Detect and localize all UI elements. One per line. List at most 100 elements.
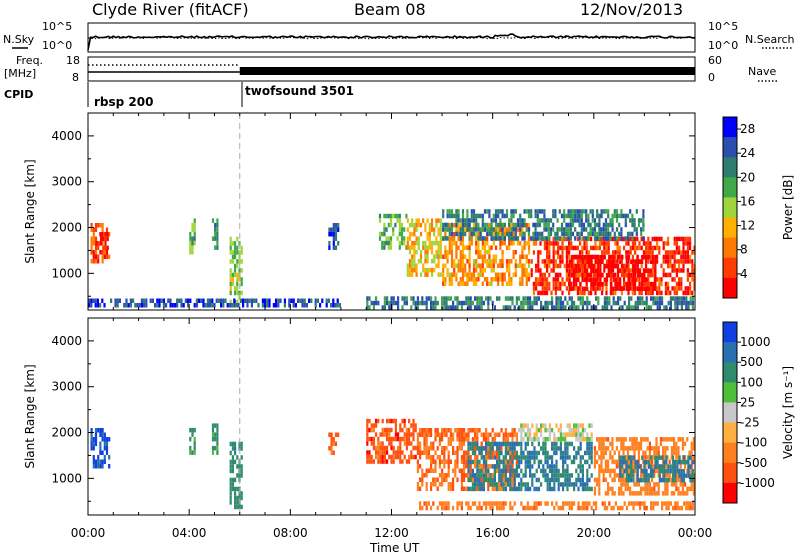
data-cell — [505, 245, 509, 250]
data-cell — [565, 259, 568, 264]
data-cell — [621, 305, 624, 310]
data-cell — [555, 464, 558, 469]
data-cell — [425, 450, 428, 455]
data-cell — [502, 473, 505, 478]
data-cell — [443, 300, 446, 306]
data-cell — [584, 486, 587, 492]
data-cell — [618, 254, 621, 260]
data-cell — [526, 450, 529, 456]
data-cell — [143, 298, 146, 303]
data-cell — [453, 268, 456, 273]
data-cell — [240, 491, 243, 496]
data-cell — [507, 459, 510, 465]
data-cell — [555, 468, 558, 474]
data-cell — [604, 446, 607, 451]
data-cell — [625, 505, 628, 511]
data-cell — [663, 305, 666, 310]
data-cell — [401, 427, 404, 433]
data-cell — [544, 501, 547, 506]
data-cell — [480, 300, 483, 306]
data-cell — [503, 213, 506, 219]
data-cell — [608, 300, 611, 306]
data-cell — [455, 231, 458, 237]
data-cell — [229, 268, 232, 273]
data-cell — [411, 267, 414, 273]
data-cell — [530, 272, 533, 278]
data-cell — [684, 441, 687, 447]
data-cell — [645, 473, 648, 478]
data-cell — [456, 432, 459, 437]
data-cell — [90, 250, 93, 255]
data-cell — [524, 468, 527, 474]
data-cell — [630, 464, 633, 469]
data-cell — [422, 218, 425, 223]
data-cell — [511, 300, 514, 306]
data-cell — [101, 241, 104, 246]
data-cell — [553, 505, 556, 511]
data-cell — [604, 236, 608, 241]
data-cell — [482, 473, 485, 478]
data-cell — [652, 505, 655, 511]
data-cell — [92, 455, 95, 460]
data-cell — [443, 305, 446, 310]
data-cell — [430, 218, 434, 223]
data-cell — [459, 236, 462, 241]
data-cell — [510, 209, 513, 214]
data-cell — [325, 298, 328, 303]
data-cell — [394, 432, 397, 437]
data-cell — [662, 491, 665, 496]
data-cell — [672, 296, 675, 301]
data-cell — [216, 222, 219, 228]
data-cell — [432, 305, 435, 310]
data-cell — [458, 432, 461, 437]
data-cell — [450, 231, 454, 237]
data-cell — [535, 281, 538, 287]
data-cell — [288, 303, 291, 308]
data-cell — [622, 491, 625, 496]
data-cell — [483, 277, 487, 282]
data-cell — [691, 250, 694, 255]
data-cell — [504, 459, 507, 464]
data-cell — [642, 486, 645, 492]
data-cell — [588, 277, 591, 282]
data-cell — [501, 213, 504, 219]
data-cell — [195, 298, 198, 303]
data-cell — [94, 259, 98, 264]
data-cell — [516, 218, 520, 223]
data-cell — [132, 298, 135, 303]
data-cell — [560, 222, 564, 228]
data-cell — [562, 450, 565, 456]
data-cell — [231, 486, 234, 492]
data-cell — [689, 300, 692, 306]
data-cell — [609, 222, 612, 228]
data-cell — [379, 432, 382, 437]
data-cell — [510, 223, 513, 228]
data-cell — [461, 250, 465, 255]
data-cell — [559, 427, 562, 433]
data-cell — [664, 464, 667, 469]
data-cell — [406, 267, 409, 273]
data-cell — [581, 432, 584, 437]
data-cell — [508, 268, 511, 273]
data-cell — [598, 241, 601, 246]
data-cell — [483, 209, 487, 214]
colorbar-title: Power [dB] — [781, 175, 795, 240]
data-cell — [660, 281, 663, 287]
data-cell — [460, 441, 463, 446]
data-cell — [565, 250, 568, 255]
data-cell — [92, 254, 95, 259]
data-cell — [460, 446, 463, 451]
data-cell — [392, 454, 395, 460]
data-cell — [618, 245, 621, 251]
data-cell — [551, 459, 554, 465]
data-cell — [686, 272, 689, 278]
data-cell — [569, 222, 572, 228]
data-cell — [565, 272, 568, 278]
data-cell — [619, 455, 622, 460]
data-cell — [485, 428, 488, 433]
data-cell — [503, 272, 506, 277]
data-cell — [609, 254, 612, 260]
data-cell — [557, 277, 560, 282]
data-cell — [543, 236, 546, 241]
nave-label: Nave — [748, 65, 776, 78]
